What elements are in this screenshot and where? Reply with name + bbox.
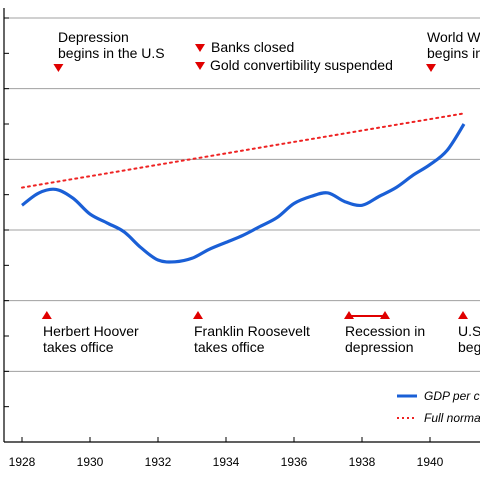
annotation-roosevelt: Franklin Roosevelt takes office [194, 323, 310, 355]
x-tick-label: 1938 [349, 455, 376, 469]
marker-us-enters [458, 311, 468, 319]
legend: GDP per c Full norma [397, 389, 480, 425]
marker-hoover [41, 311, 52, 319]
marker-ww2 [426, 64, 436, 72]
series-line-0 [21, 123, 466, 264]
series-layer [21, 112, 466, 264]
annotation-hoover: Herbert Hoover takes office [43, 323, 139, 355]
annotation-depression: Depression begins in the U.S [58, 29, 165, 61]
annotation-banks-closed: Banks closed [211, 39, 294, 55]
marker-recession-end [380, 311, 390, 319]
axes: 1928 1930 1932 1934 1936 1938 1940 [3, 8, 480, 469]
annotation-layer: Depression begins in the U.S Banks closed G… [41, 29, 480, 355]
marker-recession-start [344, 311, 354, 319]
marker-gold [195, 62, 205, 70]
annotation-recession: Recession in depression [345, 323, 425, 355]
legend-label-gdp: GDP per c [424, 389, 480, 403]
x-tick-label: 1928 [9, 455, 36, 469]
x-tick-label: 1936 [281, 455, 308, 469]
marker-roosevelt [193, 311, 203, 319]
x-tick-label: 1932 [145, 455, 172, 469]
x-tick-label: 1930 [77, 455, 104, 469]
marker-depression [53, 64, 64, 72]
x-tick-label: 1934 [213, 455, 240, 469]
grid-lines [4, 17, 480, 372]
annotation-us-enters: U.S beg [458, 323, 480, 355]
marker-banks-closed [195, 44, 205, 52]
annotation-gold: Gold convertibility suspended [210, 57, 393, 73]
legend-label-normal: Full norma [424, 411, 480, 425]
series-line-1 [21, 112, 465, 189]
x-tick-label: 1940 [417, 455, 444, 469]
